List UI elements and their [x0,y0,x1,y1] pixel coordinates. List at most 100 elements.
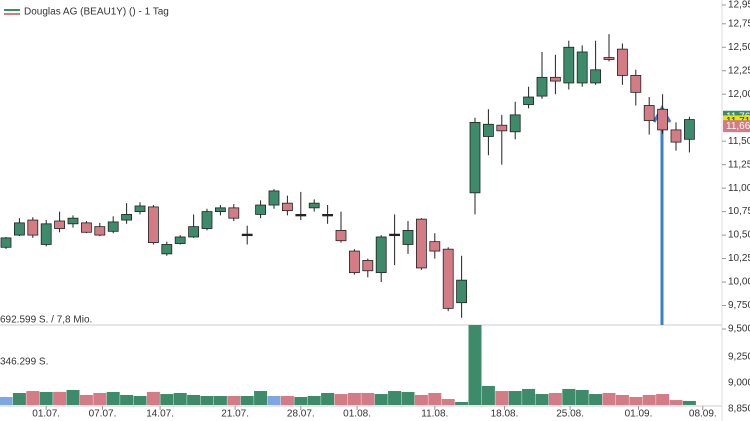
candle-body [40,223,52,245]
volume-bar [146,391,160,405]
volume-bar [321,392,335,405]
volume-bar [468,325,482,405]
volume-bar [0,397,13,405]
volume-bar [267,395,281,405]
y-tick-label: 11,50 [728,136,750,147]
candle-body [523,96,534,105]
candle-body [617,48,628,76]
volume-bar [414,394,428,405]
candle-body [322,214,334,217]
volume-bar [669,400,683,405]
candle-body [469,121,481,194]
candle-body [228,207,240,219]
x-tick-label: 08.09. [689,409,717,420]
chart-title: Douglas AG (BEAU1Y) () - 1 Tag [24,7,169,18]
y-tick-label: 12,25 [728,65,750,76]
x-tick-label: 07.07. [89,409,117,420]
volume-bar [629,397,643,405]
volume-bar [200,395,214,405]
volume-bar [53,391,67,405]
volume-bar [93,392,107,405]
volume-bar [481,385,495,405]
candle-body [241,233,253,237]
candle-body [643,105,655,121]
y-tick-label: 12,95 [728,0,750,11]
volume-bar [294,397,308,405]
volume-bar [428,392,442,405]
volume-bar [334,394,348,405]
volume-bar [173,392,187,405]
volume-bar [602,392,616,405]
x-tick-label: 28.07. [287,409,315,420]
volume-bar [66,389,80,405]
volume-bar [26,391,40,405]
y-tick-label: 10,75 [728,206,750,217]
volume-bar [39,391,53,405]
candle-body [362,260,374,272]
volume-bar [401,391,415,405]
candle-body [630,75,642,93]
candle-body [0,237,12,248]
candle-body [134,205,146,213]
y-tick-label: 12,00 [728,89,750,100]
volume-bar [508,391,522,405]
y-tick-label: 12,50 [728,42,750,53]
volume-annotation: 346.299 S. [0,357,48,368]
x-tick-label: 18.08. [491,409,519,420]
volume-bar [120,394,134,405]
candle-body [295,214,307,217]
volume-bar [240,395,254,405]
volume-bar [589,394,603,405]
candle-body [684,119,695,140]
volume-axis-label: 9,250 [728,352,750,363]
candle-body [375,236,387,274]
candle-body [536,76,548,97]
volume-bar [441,398,455,405]
candle-body [550,76,561,82]
volume-bar [388,391,402,405]
volume-bar [227,395,241,405]
candle-body [255,204,267,215]
candle-body [214,207,226,213]
candle-body [442,248,454,309]
volume-bar [562,388,576,405]
candle-body [429,241,441,252]
candle-body [670,129,682,143]
candle-body [268,190,280,206]
candle-body [415,218,427,269]
volume-bar [12,392,26,405]
candle-body [456,279,468,304]
volume-bar [187,394,201,405]
x-tick-label: 01.07. [32,409,60,420]
candle-body [482,123,494,137]
candle-body [201,211,213,229]
volume-bar [522,388,536,405]
candle-body [81,222,92,233]
volume-bar [280,395,294,405]
volume-bar [307,395,321,405]
volume-bar [254,391,268,405]
candle-body [27,219,39,236]
y-tick-label: 11,25 [728,159,750,170]
volume-bar [495,391,509,405]
candle-body [121,214,132,221]
candle-body [13,222,25,236]
candle-body [174,236,186,244]
candle-body [657,108,668,131]
candle-body [576,51,588,84]
y-tick-label: 9,750 [728,300,750,311]
x-tick-label: 21.07. [221,409,249,420]
candle-body [402,229,414,245]
volume-bar [642,394,656,405]
y-tick-label: 10,25 [728,253,750,264]
candle-body [603,57,615,60]
volume-bar [656,394,670,405]
y-tick-label: 10,50 [728,230,750,241]
candle-body [281,202,293,212]
volume-bar [575,389,589,405]
volume-bar [374,394,388,405]
candle-body [54,220,65,229]
candle-body [335,229,347,242]
